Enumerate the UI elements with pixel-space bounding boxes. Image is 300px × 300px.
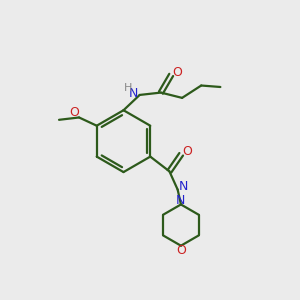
Text: O: O	[69, 106, 79, 119]
Text: H: H	[124, 83, 133, 94]
Text: N: N	[128, 87, 138, 100]
Text: O: O	[182, 146, 192, 158]
Text: N: N	[178, 180, 188, 193]
Text: O: O	[176, 244, 186, 257]
Text: N: N	[176, 194, 186, 207]
Text: O: O	[172, 66, 182, 79]
